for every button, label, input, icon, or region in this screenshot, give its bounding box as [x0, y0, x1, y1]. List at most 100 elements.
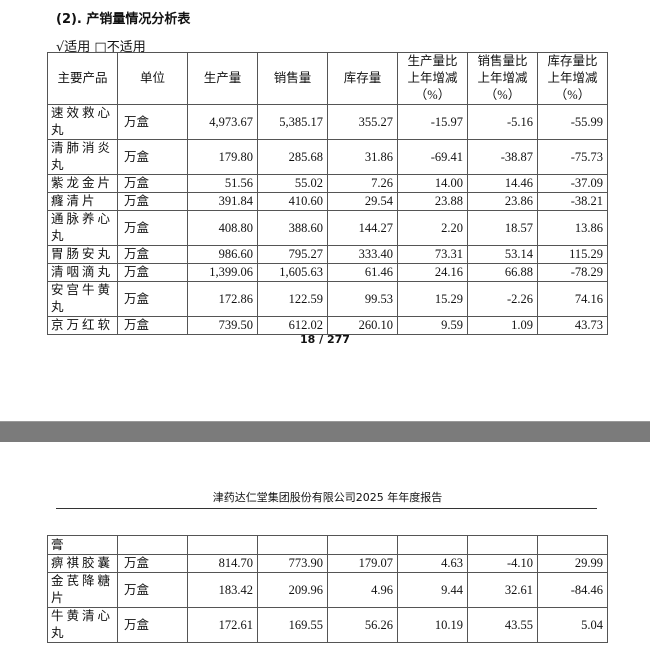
unit-cell	[117, 535, 188, 555]
value-cell: 410.60	[257, 192, 328, 211]
value-cell: 7.26	[327, 174, 398, 193]
page-separator	[0, 421, 650, 442]
table-row: 胃肠安丸 万盒 986.60 795.27 333.40 73.31 53.14 115.29	[47, 245, 608, 264]
table-row: 金芪降糖片 万盒 183.42 209.96 4.96 9.44 32.61 -84.46	[47, 572, 608, 608]
table-header-row: 主要产品 单位 生产量 销售量 库存量 生产量比上年增减（%） 销售量比上年增减（%） 库存量…	[47, 52, 608, 105]
value-cell: 115.29	[537, 245, 608, 264]
applicability-checkbox-text: √适用 □不适用	[56, 40, 146, 55]
value-cell: 122.59	[257, 281, 328, 317]
value-cell	[467, 535, 538, 555]
unit-cell: 万盒	[117, 192, 188, 211]
unit-cell: 万盒	[117, 281, 188, 317]
running-header: 津药达仁堂集团股份有限公司2025 年年度报告	[212, 491, 443, 504]
table-row: 癃清片 万盒 391.84 410.60 29.54 23.88 23.86 -38.21	[47, 192, 608, 211]
value-cell: 814.70	[187, 554, 258, 573]
table-row: 牛黄清心丸 万盒 172.61 169.55 56.26 10.19 43.55 5.04	[47, 607, 608, 643]
table-row: 清咽滴丸 万盒 1,399.06 1,605.63 61.46 24.16 66.88 -78…	[47, 263, 608, 282]
value-cell: 1,399.06	[187, 263, 258, 282]
header-rule	[56, 508, 597, 509]
value-cell: 99.53	[327, 281, 398, 317]
value-cell: 1.09	[467, 316, 538, 335]
product-name-cell: 通脉养心丸	[47, 210, 118, 246]
unit-cell: 万盒	[117, 572, 188, 608]
value-cell: -55.99	[537, 104, 608, 140]
production-sales-table-continued: 膏痹祺胶囊 万盒 814.70 773.90 179.07 4.63 -4.10 29.99 金…	[47, 535, 608, 643]
table-row: 清肺消炎丸 万盒 179.80 285.68 31.86 -69.41 -38.87 -75.…	[47, 139, 608, 175]
table-row: 通脉养心丸 万盒 408.80 388.60 144.27 2.20 18.57 13.86	[47, 210, 608, 246]
unit-cell: 万盒	[117, 263, 188, 282]
column-header: 主要产品	[47, 52, 118, 105]
unit-cell: 万盒	[117, 210, 188, 246]
value-cell: 32.61	[467, 572, 538, 608]
value-cell: 5.04	[537, 607, 608, 643]
product-name-cell: 速效救心丸	[47, 104, 118, 140]
unit-cell: 万盒	[117, 554, 188, 573]
value-cell: -4.10	[467, 554, 538, 573]
value-cell: 15.29	[397, 281, 468, 317]
value-cell: -37.09	[537, 174, 608, 193]
value-cell: 14.46	[467, 174, 538, 193]
unit-cell: 万盒	[117, 174, 188, 193]
table-row: 安宫牛黄丸 万盒 172.86 122.59 99.53 15.29 -2.26 74.16	[47, 281, 608, 317]
product-name-cell: 金芪降糖片	[47, 572, 118, 608]
value-cell: 795.27	[257, 245, 328, 264]
value-cell: 391.84	[187, 192, 258, 211]
value-cell	[397, 535, 468, 555]
value-cell: 172.86	[187, 281, 258, 317]
value-cell: 18.57	[467, 210, 538, 246]
value-cell: 408.80	[187, 210, 258, 246]
value-cell: 2.20	[397, 210, 468, 246]
column-header: 库存量	[327, 52, 398, 105]
value-cell: 29.54	[327, 192, 398, 211]
product-name-cell: 膏	[47, 535, 118, 555]
value-cell: 55.02	[257, 174, 328, 193]
value-cell: 172.61	[187, 607, 258, 643]
column-header: 销售量	[257, 52, 328, 105]
table-row: 紫龙金片 万盒 51.56 55.02 7.26 14.00 14.46 -37.09	[47, 174, 608, 193]
product-name-cell: 紫龙金片	[47, 174, 118, 193]
value-cell: 169.55	[257, 607, 328, 643]
value-cell: 53.14	[467, 245, 538, 264]
value-cell: 66.88	[467, 263, 538, 282]
product-name-cell: 胃肠安丸	[47, 245, 118, 264]
value-cell: -38.21	[537, 192, 608, 211]
value-cell: 4.96	[327, 572, 398, 608]
value-cell: 333.40	[327, 245, 398, 264]
value-cell: -69.41	[397, 139, 468, 175]
column-header: 销售量比上年增减（%）	[467, 52, 538, 105]
value-cell: 1,605.63	[257, 263, 328, 282]
value-cell: 23.88	[397, 192, 468, 211]
value-cell: 56.26	[327, 607, 398, 643]
column-header: 生产量比上年增减（%）	[397, 52, 468, 105]
value-cell: 388.60	[257, 210, 328, 246]
value-cell: 43.55	[467, 607, 538, 643]
value-cell: 14.00	[397, 174, 468, 193]
value-cell: 29.99	[537, 554, 608, 573]
product-name-cell: 清咽滴丸	[47, 263, 118, 282]
product-name-cell: 牛黄清心丸	[47, 607, 118, 643]
value-cell: 739.50	[187, 316, 258, 335]
value-cell: 61.46	[327, 263, 398, 282]
unit-cell: 万盒	[117, 245, 188, 264]
column-header: 生产量	[187, 52, 258, 105]
page-number: 18 / 277	[300, 333, 350, 346]
value-cell: -2.26	[467, 281, 538, 317]
value-cell: 260.10	[327, 316, 398, 335]
unit-cell: 万盒	[117, 139, 188, 175]
value-cell: 23.86	[467, 192, 538, 211]
table-row: 膏	[47, 535, 608, 555]
product-name-cell: 痹祺胶囊	[47, 554, 118, 573]
table-row: 速效救心丸 万盒 4,973.67 5,385.17 355.27 -15.97 -5.16…	[47, 104, 608, 140]
value-cell: -38.87	[467, 139, 538, 175]
value-cell: 24.16	[397, 263, 468, 282]
value-cell: 74.16	[537, 281, 608, 317]
value-cell: 4.63	[397, 554, 468, 573]
value-cell: 612.02	[257, 316, 328, 335]
value-cell: 986.60	[187, 245, 258, 264]
value-cell: 13.86	[537, 210, 608, 246]
table-row: 京万红软 万盒 739.50 612.02 260.10 9.59 1.09 43.73	[47, 316, 608, 335]
value-cell: 4,973.67	[187, 104, 258, 140]
value-cell: 43.73	[537, 316, 608, 335]
value-cell: 31.86	[327, 139, 398, 175]
unit-cell: 万盒	[117, 104, 188, 140]
